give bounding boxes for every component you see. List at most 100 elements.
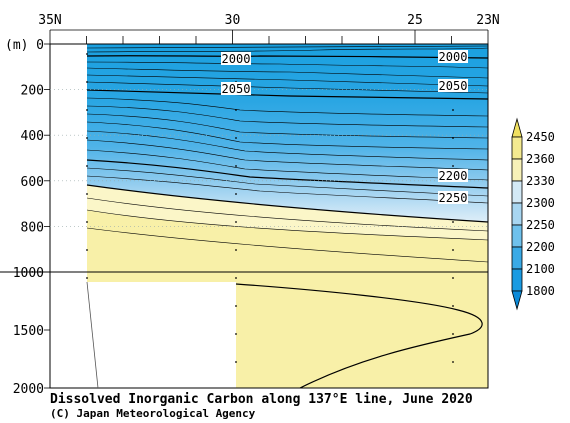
station-dot bbox=[86, 109, 88, 111]
station-dot bbox=[452, 221, 454, 223]
station-dot bbox=[86, 277, 88, 279]
y-tick-label: 600 bbox=[21, 175, 44, 190]
contour-line bbox=[86, 89, 488, 100]
station-dot bbox=[235, 193, 237, 195]
station-dot bbox=[452, 109, 454, 111]
contour-line bbox=[86, 209, 488, 241]
station-dot bbox=[452, 249, 454, 251]
colorbar-label: 2250 bbox=[526, 218, 555, 232]
x-tick-label: 23N bbox=[476, 13, 499, 28]
contour-line bbox=[86, 105, 488, 128]
contour-label: 2200 bbox=[439, 169, 468, 183]
station-dot bbox=[452, 361, 454, 363]
station-dot bbox=[86, 249, 88, 251]
contour-label-bg bbox=[438, 79, 468, 92]
field-shading bbox=[87, 44, 488, 388]
station-dot bbox=[452, 277, 454, 279]
station-dot bbox=[235, 109, 237, 111]
deep-yellow-field bbox=[87, 210, 488, 282]
colorbar-segment bbox=[511, 224, 523, 248]
chart-title: Dissolved Inorganic Carbon along 137°E l… bbox=[50, 392, 473, 407]
colorbar-segment bbox=[511, 158, 523, 182]
contour-label-bg bbox=[221, 52, 251, 65]
station-dot bbox=[86, 53, 88, 55]
colorbar-segment bbox=[511, 246, 523, 270]
contour-line bbox=[86, 149, 488, 181]
contour-line bbox=[86, 175, 488, 204]
x-tick-label: 30 bbox=[225, 13, 241, 28]
station-dot bbox=[86, 221, 88, 223]
station-dot bbox=[452, 165, 454, 167]
x-axis-ticks bbox=[49, 29, 489, 44]
y-tick-label: 1000 bbox=[13, 266, 44, 281]
contour-line bbox=[86, 197, 488, 232]
x-tick-label: 35N bbox=[38, 13, 61, 28]
colorbar-label: 2360 bbox=[526, 152, 555, 166]
station-dot bbox=[235, 165, 237, 167]
station-dot bbox=[86, 81, 88, 83]
station-dot bbox=[235, 221, 237, 223]
contour-line bbox=[235, 283, 483, 388]
station-dot bbox=[235, 277, 237, 279]
contour-label: 2000 bbox=[222, 52, 251, 66]
station-dot bbox=[235, 249, 237, 251]
colorbar-label: 1800 bbox=[526, 284, 555, 298]
station-dot bbox=[235, 137, 237, 139]
pale-yellow-band bbox=[87, 185, 488, 240]
y-tick-label: 800 bbox=[21, 220, 44, 235]
station-dot bbox=[452, 137, 454, 139]
colorbar-segment bbox=[511, 136, 523, 160]
colorbar-label: 2330 bbox=[526, 174, 555, 188]
contour-labels: 2000 2000 2050 2050 2200 2250 bbox=[221, 50, 468, 205]
colorbar-label: 2200 bbox=[526, 240, 555, 254]
contour-label-bg bbox=[221, 82, 251, 95]
colorbar-label: 2100 bbox=[526, 262, 555, 276]
x-tick-label: 25 bbox=[407, 13, 423, 28]
contour-label: 2050 bbox=[222, 82, 251, 96]
colorbar-segment bbox=[511, 202, 523, 226]
gap-guide-line bbox=[86, 281, 99, 389]
credit-text: (C) Japan Meteorological Agency bbox=[50, 407, 256, 420]
y-tick-label: 400 bbox=[21, 129, 44, 144]
contour-line bbox=[86, 130, 488, 161]
y-tick-label: 2000 bbox=[13, 382, 44, 397]
contour-lines bbox=[86, 45, 488, 388]
station-dot bbox=[86, 137, 88, 139]
contour-line bbox=[86, 121, 488, 150]
contour-label-bg bbox=[438, 169, 468, 182]
colorbar-segment bbox=[511, 180, 523, 204]
x-axis-labels: 35N 30 25 23N bbox=[38, 13, 499, 28]
contour-line bbox=[86, 61, 488, 69]
contour-line bbox=[86, 113, 488, 139]
contour-line bbox=[86, 97, 488, 117]
station-dot bbox=[86, 193, 88, 195]
station-dot bbox=[452, 333, 454, 335]
colorbar-bottom-arrow bbox=[511, 290, 523, 311]
colorbar-label: 2450 bbox=[526, 130, 555, 144]
y-axis-labels: 0 200 400 600 800 1000 1500 2000 bbox=[13, 38, 50, 397]
contour-label: 2250 bbox=[439, 191, 468, 205]
station-dot bbox=[235, 305, 237, 307]
depth-unit-label: (m) bbox=[5, 38, 28, 53]
contour-label: 2000 bbox=[439, 50, 468, 64]
station-dot bbox=[235, 361, 237, 363]
station-dot bbox=[452, 305, 454, 307]
colorbar-segment bbox=[511, 268, 523, 292]
y-tick-label: 0 bbox=[36, 38, 44, 53]
lower-field bbox=[236, 282, 488, 388]
contour-line bbox=[86, 167, 488, 197]
contour-label-bg bbox=[438, 50, 468, 63]
contour-line bbox=[86, 55, 488, 59]
contour-line bbox=[86, 67, 488, 79]
colorbar-label: 2300 bbox=[526, 196, 555, 210]
colorbar: 2450 2360 2330 2300 2250 2200 2100 1800 bbox=[511, 117, 555, 311]
contour-line bbox=[86, 139, 488, 171]
contour-line bbox=[86, 184, 488, 223]
station-dot bbox=[86, 165, 88, 167]
contour-line bbox=[86, 81, 488, 94]
contour-line bbox=[86, 47, 488, 53]
station-dot bbox=[235, 333, 237, 335]
contour-line bbox=[86, 159, 488, 189]
y-tick-label: 1500 bbox=[13, 324, 44, 339]
